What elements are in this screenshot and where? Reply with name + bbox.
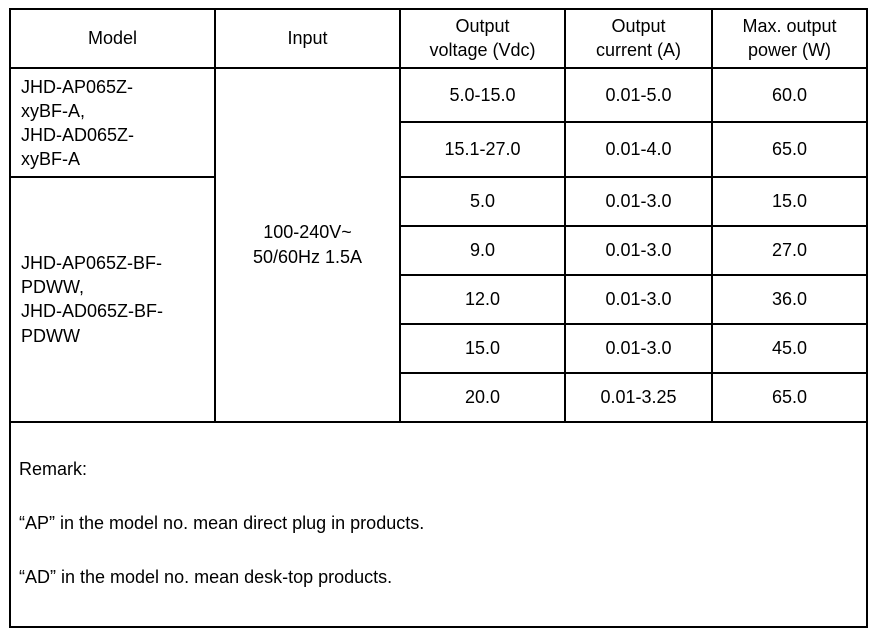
current-cell: 0.01-3.0 — [564, 175, 713, 227]
header-row: Model Input Output voltage (Vdc) Output … — [9, 8, 868, 69]
current-cell: 0.01-3.0 — [564, 273, 713, 325]
current-cell: 0.01-4.0 — [564, 121, 713, 178]
voltage-cell: 5.0 — [399, 175, 566, 227]
power-cell: 65.0 — [711, 371, 868, 423]
header-input: Input — [214, 8, 401, 69]
input-cell: 100-240V~ 50/60Hz 1.5A — [214, 66, 401, 423]
power-cell: 27.0 — [711, 224, 868, 276]
model-group-1-cell: JHD-AP065Z- xyBF-A, JHD-AD065Z- xyBF-A — [9, 66, 216, 178]
header-model: Model — [9, 8, 216, 69]
power-cell: 65.0 — [711, 121, 868, 178]
table-body: JHD-AP065Z- xyBF-A, JHD-AD065Z- xyBF-A 1… — [9, 66, 868, 628]
table-row: 20.0 0.01-3.25 65.0 — [10, 371, 868, 423]
remark-cell: Remark: “AP” in the model no. mean direc… — [9, 420, 868, 628]
voltage-cell: 15.0 — [399, 322, 566, 374]
power-cell: 36.0 — [711, 273, 868, 325]
voltage-cell: 9.0 — [399, 224, 566, 276]
current-cell: 0.01-3.0 — [564, 322, 713, 374]
voltage-cell: 20.0 — [399, 371, 566, 423]
remark-line-ad: “AD” in the model no. mean desk-top prod… — [19, 566, 393, 587]
current-cell: 0.01-3.0 — [564, 224, 713, 276]
header-output-voltage: Output voltage (Vdc) — [399, 8, 566, 69]
header-output-current: Output current (A) — [564, 8, 713, 69]
power-cell: 15.0 — [711, 175, 868, 227]
table-row: JHD-AP065Z- xyBF-A, JHD-AD065Z- xyBF-A 1… — [9, 66, 868, 423]
remark-line-ap: “AP” in the model no. mean direct plug i… — [19, 512, 425, 533]
table-row: 12.0 0.01-3.0 36.0 — [10, 273, 868, 325]
remark-row: Remark: “AP” in the model no. mean direc… — [9, 420, 868, 628]
remark-title: Remark: — [19, 458, 88, 479]
header-max-output-power: Max. output power (W) — [711, 8, 868, 69]
voltage-cell: 12.0 — [399, 273, 566, 325]
power-cell: 60.0 — [711, 66, 868, 124]
voltage-cell: 5.0-15.0 — [399, 66, 566, 124]
power-spec-table: Model Input Output voltage (Vdc) Output … — [9, 8, 868, 628]
model-group-2-cell: JHD-AP065Z-BF- PDWW, JHD-AD065Z-BF- PDWW — [9, 175, 216, 423]
table-row: 15.1-27.0 0.01-4.0 65.0 — [10, 121, 868, 178]
voltage-cell: 15.1-27.0 — [399, 121, 566, 178]
power-cell: 45.0 — [711, 322, 868, 374]
current-cell: 0.01-5.0 — [564, 66, 713, 124]
table-header: Model Input Output voltage (Vdc) Output … — [9, 8, 868, 69]
table-row: 9.0 0.01-3.0 27.0 — [10, 224, 868, 276]
current-cell: 0.01-3.25 — [564, 371, 713, 423]
table-row: 15.0 0.01-3.0 45.0 — [10, 322, 868, 374]
table-row: JHD-AP065Z-BF- PDWW, JHD-AD065Z-BF- PDWW… — [9, 175, 868, 423]
